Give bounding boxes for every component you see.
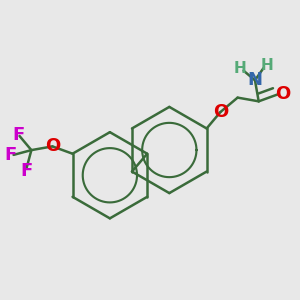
Text: H: H	[261, 58, 273, 73]
Text: F: F	[20, 163, 33, 181]
Text: O: O	[275, 85, 291, 103]
Text: H: H	[234, 61, 246, 76]
Text: F: F	[4, 146, 17, 164]
Text: N: N	[248, 71, 262, 89]
Text: F: F	[12, 125, 24, 143]
Text: O: O	[213, 103, 228, 121]
Text: O: O	[45, 137, 60, 155]
